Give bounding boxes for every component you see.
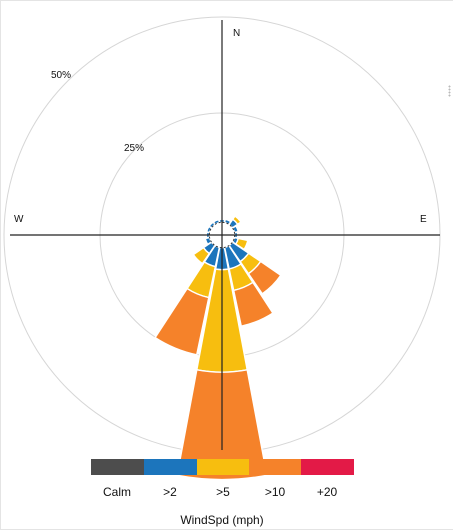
- legend-label-10: >10: [265, 485, 286, 499]
- legend-swatch-5: [197, 459, 249, 475]
- wind-rose-wedges: [154, 215, 282, 481]
- legend: Calm >2 >5 >10 +20 WindSpd (mph): [91, 459, 354, 527]
- legend-swatch-20: [301, 459, 354, 475]
- compass-label-west: W: [14, 214, 24, 225]
- legend-label-20: +20: [317, 485, 338, 499]
- wedge-sse-bin-3: [232, 281, 274, 328]
- compass-label-north: N: [233, 28, 240, 39]
- radial-tick-25: 25%: [124, 143, 144, 154]
- legend-swatch-2: [144, 459, 197, 475]
- wedge-ssw-bin-3: [154, 287, 210, 356]
- legend-label-2: >2: [163, 485, 177, 499]
- legend-swatch-10: [249, 459, 301, 475]
- legend-swatch-calm: [91, 459, 144, 475]
- legend-title: WindSpd (mph): [180, 513, 263, 527]
- wedge-ne-bin-2: [231, 215, 242, 226]
- compass-label-east: E: [420, 214, 427, 225]
- radial-tick-50: 50%: [51, 70, 71, 81]
- wedge-se-bin-3: [247, 260, 282, 295]
- resize-grip-icon[interactable]: [448, 85, 451, 97]
- legend-label-calm: Calm: [103, 485, 131, 499]
- legend-label-5: >5: [216, 485, 230, 499]
- wedge-sw-bin-2: [192, 246, 211, 265]
